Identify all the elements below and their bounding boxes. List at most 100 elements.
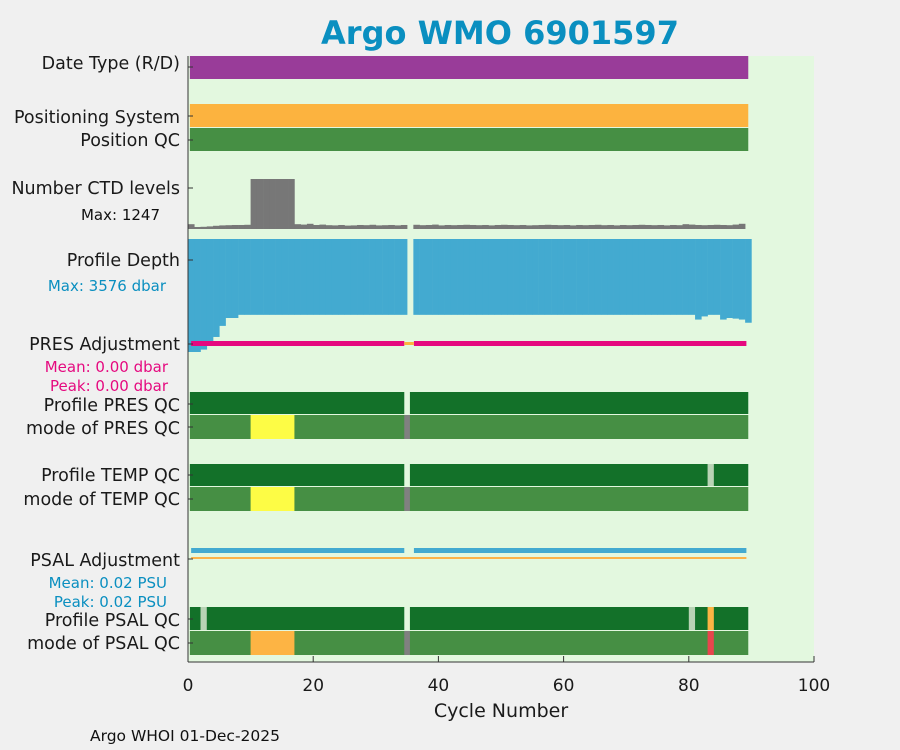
depth-bar-47: [482, 239, 489, 315]
ctd-bar-70: [626, 225, 633, 229]
depth-bar-37: [419, 239, 427, 315]
depth-bar-81: [695, 239, 702, 320]
ctd-bar-73: [644, 224, 652, 229]
ctd-bar-65: [594, 224, 602, 229]
ctd-bar-63: [582, 225, 589, 229]
profile-temp-qc-seg-0: [707, 464, 714, 486]
label-depth-max: Max: 3576 dbar: [48, 277, 167, 295]
depth-bar-46: [475, 239, 483, 315]
depth-bar-56: [538, 239, 546, 315]
ctd-bar-3: [206, 226, 214, 229]
depth-bar-13: [269, 239, 276, 315]
depth-bar-61: [569, 239, 577, 315]
label-mode-psal-qc: mode of PSAL QC: [27, 634, 180, 654]
ctd-bar-27: [357, 224, 364, 229]
depth-bar-76: [663, 239, 671, 315]
profile-temp-qc-gap: [404, 464, 410, 486]
x-tick-label-4: 80: [678, 676, 700, 696]
depth-bar-11: [256, 239, 264, 315]
x-axis: 0 20 40 60 80 100: [183, 56, 830, 696]
depth-bar-1: [194, 239, 201, 352]
depth-bar-33: [394, 239, 402, 315]
ctd-bar-40: [438, 225, 445, 229]
ctd-bar-5: [219, 225, 226, 229]
ctd-bar-45: [469, 224, 477, 229]
ctd-bar-84: [713, 224, 721, 229]
ctd-bar-28: [363, 225, 370, 229]
depth-bar-70: [626, 239, 633, 315]
ctd-bar-8: [238, 224, 245, 229]
depth-bar-7: [231, 239, 239, 318]
ctd-bar-10: [250, 179, 258, 229]
depth-bar-29: [369, 239, 377, 315]
ctd-bar-7: [231, 224, 239, 229]
depth-bar-80: [688, 239, 696, 315]
ctd-bar-56: [538, 224, 546, 229]
label-positioning-system: Positioning System: [14, 108, 180, 128]
depth-bar-9: [244, 239, 251, 315]
ctd-bar-14: [275, 179, 283, 229]
ctd-bar-41: [444, 224, 452, 229]
depth-bar-4: [213, 239, 220, 337]
ctd-bar-53: [519, 224, 527, 229]
ctd-bar-17: [294, 224, 301, 229]
depth-bar-23: [331, 239, 339, 315]
ctd-bar-67: [607, 224, 614, 229]
depth-bar-50: [501, 239, 508, 315]
ctd-bar-71: [632, 224, 640, 229]
ctd-bar-58: [551, 224, 558, 229]
profile-psal-qc-gap: [404, 607, 410, 630]
label-pres-peak: Peak: 0.00 dbar: [50, 377, 169, 395]
label-profile-depth: Profile Depth: [67, 251, 180, 271]
ctd-bar-66: [601, 225, 608, 229]
ctd-bar-32: [388, 224, 395, 229]
depth-bar-34: [400, 239, 408, 315]
depth-bar-18: [300, 239, 308, 315]
ctd-bar-80: [688, 224, 696, 229]
depth-bar-78: [676, 239, 683, 315]
mode-temp-qc-seg-0: [250, 487, 295, 511]
ctd-bar-78: [676, 225, 683, 229]
depth-bar-82: [701, 239, 708, 317]
depth-bar-28: [363, 239, 370, 315]
depth-bar-31: [382, 239, 389, 315]
depth-bar-12: [263, 239, 270, 315]
depth-bar-38: [425, 239, 433, 315]
ctd-bar-42: [450, 225, 458, 229]
ctd-bar-69: [619, 224, 627, 229]
profile-pres-qc-gap: [404, 392, 410, 414]
x-tick-label-2: 40: [428, 676, 450, 696]
profile-psal-qc-bar: [189, 607, 749, 630]
depth-bar-36: [413, 239, 420, 315]
ctd-bar-31: [382, 225, 389, 229]
ctd-bar-25: [344, 225, 352, 229]
label-psal-adjustment: PSAL Adjustment: [30, 551, 180, 571]
ctd-bar-64: [588, 224, 596, 229]
depth-bar-66: [601, 239, 608, 315]
ctd-bar-29: [369, 224, 377, 229]
plot-area: [188, 56, 814, 662]
ctd-bar-4: [213, 225, 220, 229]
ctd-bar-15: [281, 179, 289, 229]
depth-bar-45: [469, 239, 477, 315]
ctd-bar-0: [188, 224, 195, 229]
ctd-bar-37: [419, 225, 427, 229]
ctd-bar-39: [432, 224, 439, 229]
ctd-bar-59: [557, 225, 564, 229]
ctd-bar-57: [544, 224, 552, 229]
mode-pres-qc-seg-0: [250, 415, 295, 439]
depth-bar-21: [319, 239, 327, 315]
depth-bar-30: [375, 239, 383, 315]
depth-bar-52: [513, 239, 521, 315]
ctd-bar-6: [225, 225, 233, 229]
depth-bar-8: [238, 239, 245, 315]
depth-bar-49: [494, 239, 502, 315]
depth-bar-68: [613, 239, 621, 315]
ctd-bar-26: [350, 225, 358, 229]
profile-psal-qc-seg-1: [688, 607, 696, 630]
depth-bar-75: [657, 239, 665, 315]
ctd-bar-38: [425, 224, 433, 229]
depth-bar-40: [438, 239, 445, 315]
ctd-bar-21: [319, 224, 327, 229]
